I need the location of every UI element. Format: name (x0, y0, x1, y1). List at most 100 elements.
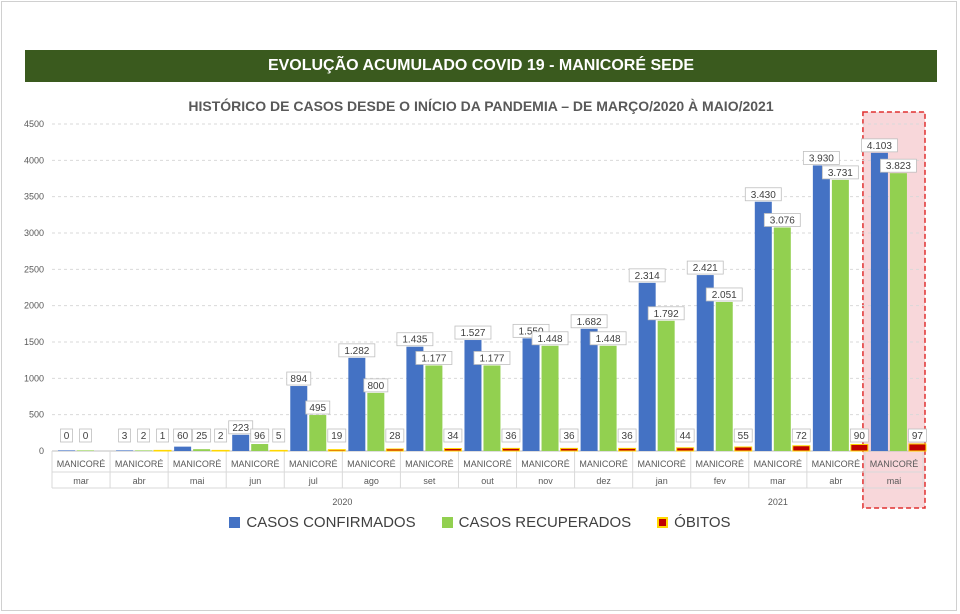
data-label: 2 (218, 431, 224, 442)
bar-recuperados (251, 444, 269, 451)
data-label-box (647, 306, 685, 321)
legend-item-obitos: ÓBITOS (657, 514, 731, 531)
data-label: 36 (622, 431, 634, 442)
bar-obitos (850, 443, 869, 452)
chart-title: HISTÓRICO DE CASOS DESDE O INÍCIO DA PAN… (188, 98, 774, 114)
data-label-box (173, 428, 193, 443)
category-label: MANICORÉ (463, 459, 512, 469)
category-label: MANICORÉ (57, 459, 106, 469)
data-label: 894 (290, 374, 307, 385)
data-label-box (908, 428, 927, 443)
data-label: 1.435 (402, 335, 427, 346)
data-label: 1 (160, 431, 166, 442)
bar-recuperados (425, 365, 443, 451)
legend: CASOS CONFIRMADOS CASOS RECUPERADOS ÓBIT… (0, 514, 960, 531)
category-label: MANICORÉ (521, 459, 570, 469)
month-label: abr (829, 476, 842, 486)
month-label: jun (248, 476, 261, 486)
month-label: dez (596, 476, 611, 486)
y-tick-label: 1000 (24, 373, 44, 383)
bar-confirmados (812, 165, 830, 452)
legend-swatch-recuperados (441, 517, 453, 528)
data-label-box (791, 428, 811, 443)
data-label-box (617, 428, 637, 443)
data-label-box (327, 428, 347, 443)
data-label: 55 (738, 431, 750, 442)
bar-recuperados (541, 345, 559, 451)
data-label: 3.076 (770, 215, 795, 226)
data-label-box (628, 268, 666, 283)
data-label-box (454, 325, 492, 340)
category-label: MANICORÉ (347, 459, 396, 469)
bar-recuperados (715, 301, 733, 451)
data-label-box (228, 420, 254, 435)
data-label-box (570, 314, 608, 329)
data-label: 2.421 (693, 263, 718, 274)
category-label: MANICORÉ (579, 459, 628, 469)
month-label: set (423, 476, 436, 486)
bar-recuperados (193, 449, 211, 451)
month-label: mai (190, 476, 205, 486)
y-tick-label: 4000 (24, 155, 44, 165)
data-label: 36 (505, 431, 517, 442)
data-label: 2.314 (635, 271, 660, 282)
bar-recuperados (773, 227, 791, 451)
data-label-box (118, 428, 131, 443)
y-tick-label: 2000 (24, 301, 44, 311)
data-label: 19 (331, 431, 343, 442)
data-label: 90 (854, 431, 866, 442)
bar-confirmados (464, 340, 482, 451)
month-label: mar (73, 476, 89, 486)
category-label: MANICORÉ (754, 459, 803, 469)
data-label: 44 (680, 431, 692, 442)
bar-confirmados (522, 338, 540, 451)
data-label: 3 (122, 431, 128, 442)
bar-recuperados (599, 345, 617, 451)
data-label: 1.177 (479, 353, 504, 364)
data-label-box (531, 331, 569, 346)
data-label-box (473, 351, 511, 365)
bar-confirmados (348, 357, 366, 451)
category-label: MANICORÉ (405, 459, 454, 469)
data-label-box (802, 151, 840, 165)
data-label: 1.682 (577, 317, 602, 328)
bar-recuperados (657, 320, 675, 451)
y-tick-label: 3000 (24, 228, 44, 238)
data-label-box (861, 138, 898, 153)
data-label-box (744, 187, 782, 202)
month-label: nov (538, 476, 553, 486)
data-label: 2.051 (712, 290, 737, 301)
y-tick-label: 4500 (24, 119, 44, 129)
data-label-box (821, 165, 859, 180)
data-label-box (305, 400, 331, 415)
data-label: 3.823 (886, 161, 911, 172)
data-label: 96 (254, 431, 266, 442)
y-tick-label: 0 (39, 446, 44, 456)
data-label: 0 (64, 431, 70, 442)
bar-confirmados (174, 446, 192, 451)
bar-obitos (792, 445, 811, 452)
legend-item-confirmados: CASOS CONFIRMADOS (229, 514, 416, 531)
data-label-box (880, 158, 917, 173)
legend-label-obitos: ÓBITOS (674, 514, 731, 531)
data-label-box (272, 428, 286, 443)
category-label: MANICORÉ (637, 459, 686, 469)
category-label: MANICORÉ (115, 459, 164, 469)
month-label: mar (770, 476, 786, 486)
data-label: 34 (447, 431, 459, 442)
data-label-box (849, 428, 869, 443)
bar-obitos (676, 447, 695, 452)
bar-obitos (211, 449, 230, 452)
bar-obitos (618, 447, 637, 452)
bar-obitos (734, 446, 753, 452)
bar-recuperados (889, 173, 907, 452)
category-label: MANICORÉ (173, 459, 222, 469)
data-label-box (363, 378, 389, 393)
data-label-box (60, 428, 73, 443)
bar-obitos (385, 448, 404, 452)
bar-confirmados (580, 328, 598, 451)
month-label: fev (714, 476, 727, 486)
bar-confirmados (116, 450, 134, 451)
bar-recuperados (77, 450, 94, 451)
